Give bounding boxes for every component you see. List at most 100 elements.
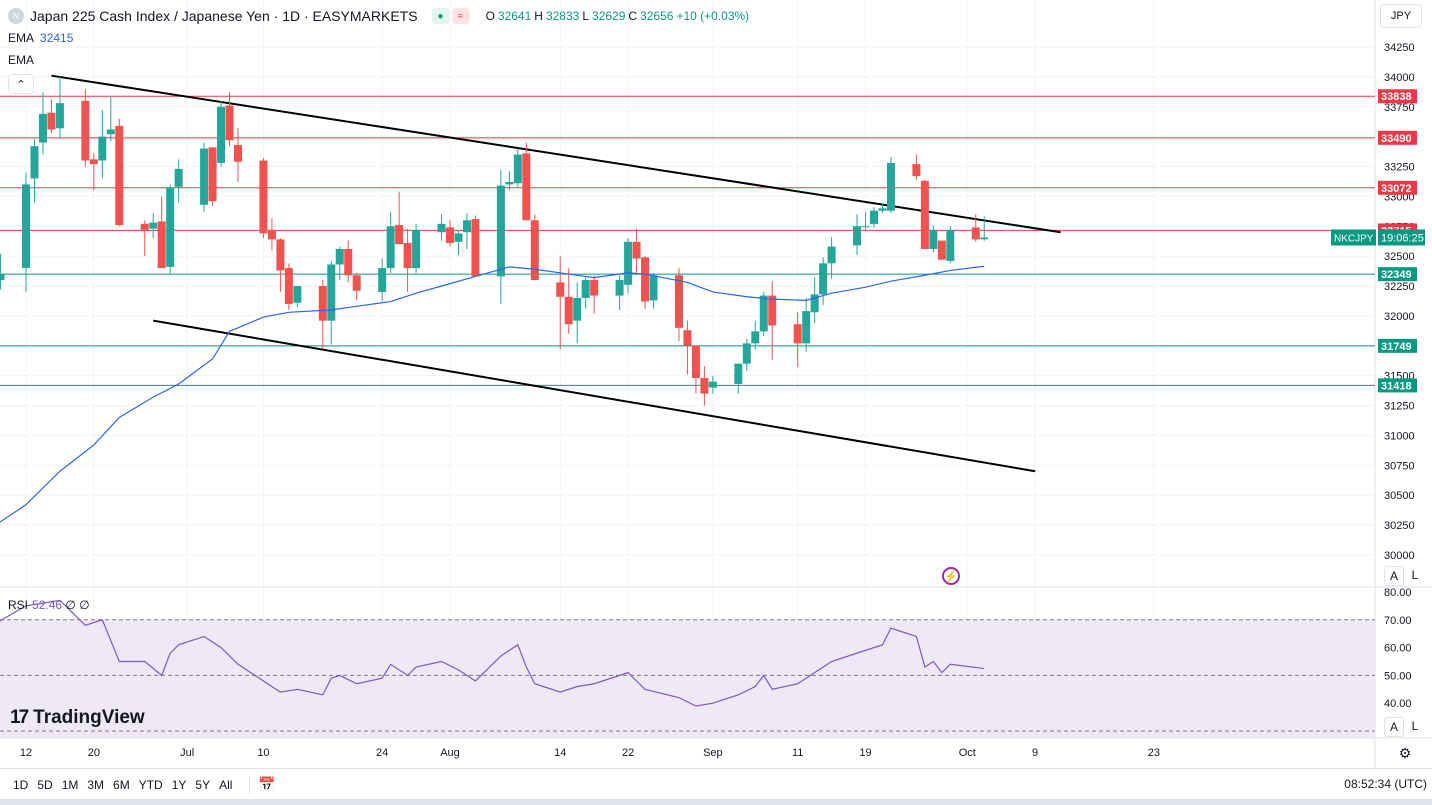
- candle-body: [454, 233, 463, 242]
- ema-legend-2[interactable]: EMA: [8, 53, 34, 67]
- rsi-log-scale-label: L: [1411, 719, 1419, 733]
- countdown-label: 19:06:25: [1381, 232, 1424, 244]
- status-pill[interactable]: ● ≈: [431, 8, 470, 24]
- candle-body: [802, 311, 811, 344]
- candle-body: [352, 275, 361, 291]
- level-tag-label: 31749: [1381, 341, 1412, 353]
- auto-scale-label: A: [1389, 569, 1398, 583]
- rsi-log-scale-button[interactable]: L: [1406, 717, 1424, 735]
- currency-label: JPY: [1390, 10, 1412, 22]
- candle-body: [318, 286, 327, 321]
- candle-body: [870, 210, 878, 224]
- rsi-extra: ∅ ∅: [65, 598, 90, 612]
- candle-body: [522, 153, 531, 221]
- candle-body: [564, 296, 573, 325]
- candle-body: [234, 144, 242, 162]
- collapse-legend-button[interactable]: ⌃: [8, 74, 34, 94]
- ema-value: 32415: [40, 31, 74, 45]
- candle-body: [386, 226, 395, 269]
- range-1m[interactable]: 1M: [61, 777, 79, 792]
- calendar-icon[interactable]: 📅: [258, 776, 276, 792]
- candle-body: [22, 184, 30, 269]
- price-tick-label: 30000: [1384, 550, 1415, 562]
- candle-body: [217, 106, 226, 163]
- rsi-tick-label: 80.00: [1384, 587, 1412, 599]
- level-tag-label: 33490: [1381, 133, 1412, 145]
- rsi-legend[interactable]: RSI 52.46 ∅ ∅: [8, 598, 90, 612]
- symbol-tag: [1331, 229, 1376, 246]
- candle-body: [55, 103, 64, 129]
- symbol-logo: N: [8, 8, 24, 24]
- candle-body: [166, 188, 175, 267]
- level-tag-label: 33072: [1381, 183, 1412, 195]
- chevron-up-icon: ⌃: [16, 78, 26, 91]
- close-label: C: [628, 9, 638, 23]
- level-tag-31418: [1378, 378, 1417, 393]
- range-1d[interactable]: 1D: [13, 777, 29, 792]
- candle-body: [496, 185, 505, 277]
- candle-body: [437, 223, 446, 233]
- gear-icon[interactable]: ⚙: [1398, 744, 1412, 761]
- level-tag-33838: [1378, 89, 1417, 104]
- candle-body: [106, 129, 115, 135]
- delayed-data-icon: ≈: [451, 8, 470, 24]
- log-scale-label: L: [1411, 568, 1419, 582]
- candle-body: [225, 105, 234, 141]
- candle-body: [174, 168, 183, 187]
- price-tick-label: 34250: [1384, 42, 1415, 54]
- tradingview-logo[interactable]: 17 TradingView: [10, 707, 145, 729]
- price-tick-label: 32500: [1384, 251, 1415, 263]
- range-selector: 1D 5D 1M 3M 6M YTD 1Y 5Y All: [13, 778, 241, 792]
- log-scale-button[interactable]: L: [1406, 566, 1424, 584]
- candle-body: [403, 242, 412, 269]
- tradingview-mark-icon: 17: [10, 707, 29, 728]
- ema-legend[interactable]: EMA 32415: [8, 31, 73, 45]
- candle-body: [38, 113, 47, 143]
- level-tag-label: 31418: [1381, 380, 1412, 392]
- time-tick-label: Oct: [959, 747, 976, 759]
- price-tick-label: 30500: [1384, 490, 1415, 502]
- candle-body: [980, 237, 989, 240]
- price-tick-label: 30750: [1384, 460, 1415, 472]
- market-open-icon: ●: [431, 8, 450, 24]
- open-value: 32641: [497, 9, 532, 23]
- range-3m[interactable]: 3M: [87, 777, 105, 792]
- utc-clock[interactable]: 08:52:34 (UTC): [1344, 777, 1427, 791]
- symbol-tag-label: NKCJPY: [1334, 233, 1374, 244]
- symbol-title[interactable]: Japan 225 Cash Index / Japanese Yen · 1D…: [30, 8, 418, 24]
- rsi-band: [0, 619, 1375, 676]
- candle-body: [573, 297, 582, 321]
- price-chart[interactable]: 3000030250305003075031000312503150031750…: [0, 0, 1432, 768]
- price-tick-label: 34000: [1384, 72, 1415, 84]
- candle-body: [878, 208, 887, 211]
- time-tick-label: 22: [622, 747, 634, 759]
- range-6m[interactable]: 6M: [113, 777, 130, 792]
- auto-scale-button[interactable]: A: [1384, 566, 1404, 586]
- bottom-toolbar: 1D 5D 1M 3M 6M YTD 1Y 5Y All 📅 08:52:34 …: [0, 768, 1432, 800]
- rsi-tick-label: 70.00: [1384, 615, 1412, 627]
- time-tick-label: Jul: [180, 747, 194, 759]
- range-1y[interactable]: 1Y: [171, 777, 187, 792]
- lightning-icon[interactable]: ⚡: [942, 567, 960, 585]
- rsi-auto-scale-button[interactable]: A: [1384, 717, 1404, 737]
- candle-body: [276, 239, 285, 271]
- candle-body: [471, 219, 480, 277]
- range-all[interactable]: All: [219, 777, 233, 792]
- range-5y[interactable]: 5Y: [195, 777, 211, 792]
- candle-body: [649, 275, 658, 301]
- currency-button[interactable]: JPY: [1380, 4, 1422, 28]
- time-tick-label: 24: [376, 747, 388, 759]
- chart-header: N Japan 225 Cash Index / Japanese Yen · …: [8, 7, 749, 25]
- candle-body: [157, 221, 166, 269]
- range-5d[interactable]: 5D: [37, 777, 53, 792]
- range-ytd[interactable]: YTD: [138, 777, 163, 792]
- candle-body: [624, 241, 633, 285]
- candle-body: [768, 295, 777, 326]
- candle-body: [208, 147, 217, 202]
- time-tick-label: 23: [1148, 747, 1160, 759]
- price-tick-label: 33750: [1384, 102, 1415, 114]
- price-tick-label: 30250: [1384, 520, 1415, 532]
- price-tick-label: 31000: [1384, 430, 1415, 442]
- candle-body: [513, 154, 522, 184]
- candle-body: [327, 264, 336, 321]
